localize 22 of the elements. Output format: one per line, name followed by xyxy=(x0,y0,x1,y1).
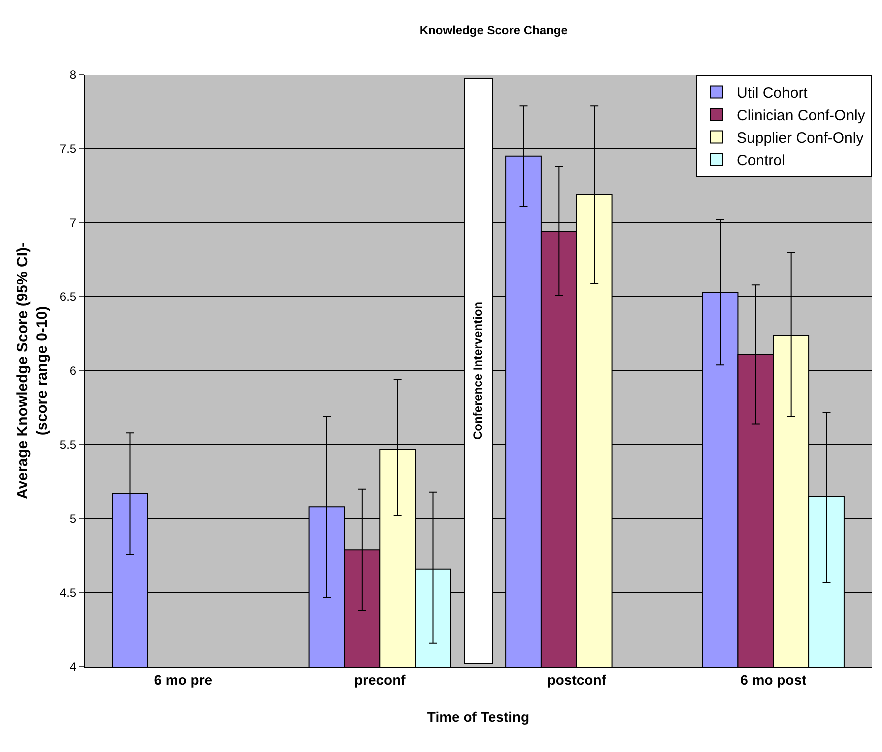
annotation: Conference Intervention xyxy=(471,302,486,440)
y-tick-label: 5 xyxy=(70,512,77,526)
y-tick-label: 7.5 xyxy=(60,142,77,156)
chart-title: Knowledge Score Change xyxy=(420,24,568,38)
y-tick-label: 7 xyxy=(70,216,77,230)
y-tick-label: 8 xyxy=(70,68,77,82)
y-tick-label: 4 xyxy=(70,660,77,674)
x-tick-label: postconf xyxy=(547,672,607,688)
text-box: Conference Intervention xyxy=(464,78,494,664)
x-axis-title: Time of Testing xyxy=(427,709,530,726)
y-tick-label: 4.5 xyxy=(60,586,77,600)
y-axis-title: Average Knowledge Score (95% CI)- (score range 0-10) xyxy=(14,242,52,500)
legend-label: Util Cohort xyxy=(737,85,809,102)
legend-label: Control xyxy=(737,152,786,170)
y-tick-label: 6 xyxy=(70,364,77,378)
x-tick-label: preconf xyxy=(354,672,406,688)
y-tick-label: 6.5 xyxy=(60,290,77,304)
y-tick-label: 5.5 xyxy=(60,438,77,452)
legend-label: Clinician Conf-Only xyxy=(737,108,866,125)
legend-label: Supplier Conf-Only xyxy=(737,130,864,148)
x-tick-label: 6 mo pre xyxy=(154,672,213,688)
x-tick-label: 6 mo post xyxy=(740,672,808,688)
